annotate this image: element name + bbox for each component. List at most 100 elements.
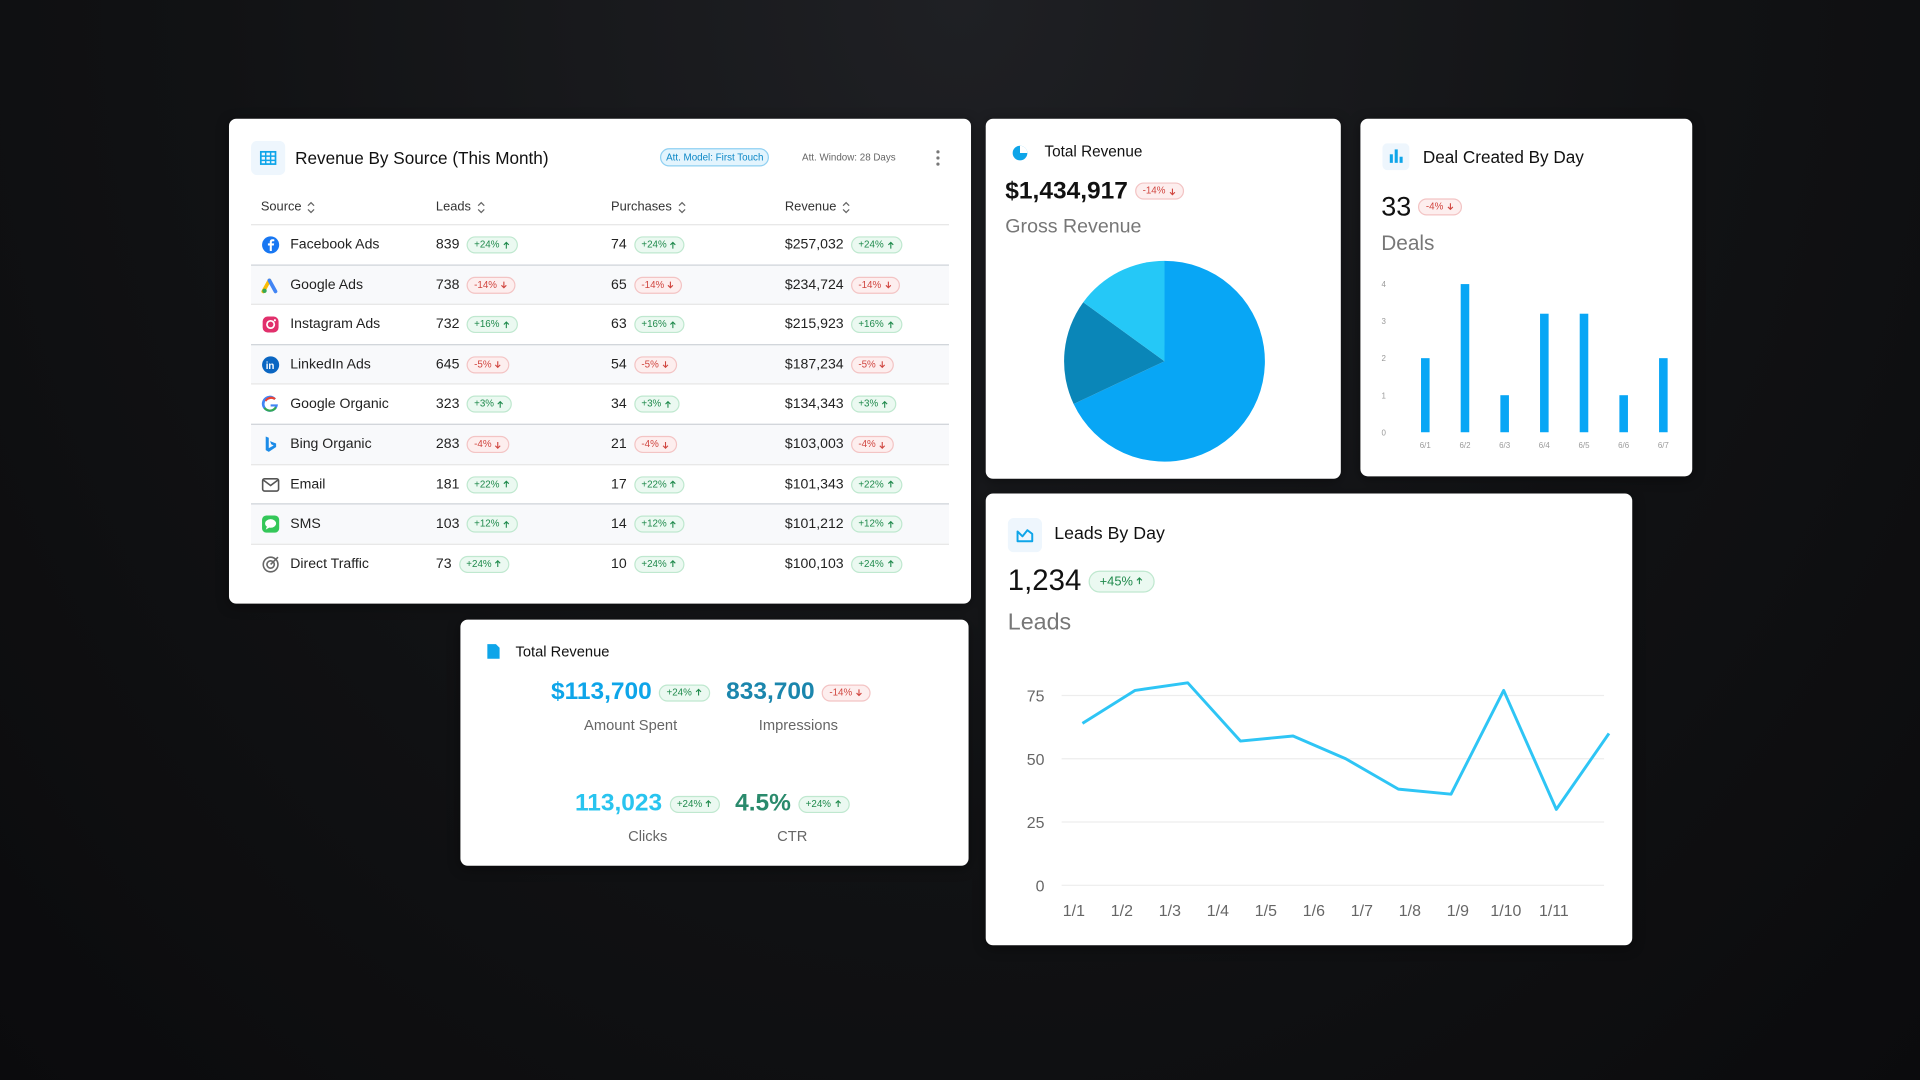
source-icon [261,477,280,492]
card-title: Total Revenue [1044,143,1143,161]
pie-slice [1073,260,1265,462]
metric-cell: $215,923 +16% [784,305,903,344]
trend-arrow [706,800,712,807]
more-menu[interactable] [933,148,943,168]
trend-arrow [668,281,674,289]
column-header: Leads [436,190,486,224]
table-title: Revenue By Source (This Month) [295,148,549,168]
metric-cell: 17 +22% [611,465,686,504]
metric-cell: 21 -4% [611,425,678,464]
change-badge: -5% [466,356,510,374]
bar [1659,358,1668,433]
metric-value: 21 [611,437,627,452]
x-tick-label: 1/11 [1539,903,1569,920]
trend-arrow [497,400,504,408]
metric-value: 63 [611,317,627,333]
y-tick-label: 3 [1381,317,1386,326]
kpi-subtitle: Gross Revenue [1005,216,1142,238]
kpi-line: 833,700 -14% [676,678,921,706]
x-tick-label: 6/1 [1420,441,1432,450]
sort-icon[interactable] [677,200,687,213]
change-badge: +24% [850,236,903,254]
kpi-value: 113,023 [574,789,663,817]
source-cell: Facebook Ads [261,225,379,264]
trend-arrow [695,688,702,696]
revenue-table-card: Revenue By Source (This Month) Att. Mode… [228,118,972,604]
metric-value: 73 [435,556,452,572]
metric-value: 181 [435,477,460,492]
change-text: -14% [1142,185,1166,197]
metric-value: $215,923 [784,317,844,333]
change-badge: -14% [850,276,900,294]
metric-value: 732 [435,317,460,333]
trend-arrow [670,560,677,568]
change-text: +12% [858,518,884,530]
change-badge: +12% [634,515,686,533]
x-tick-label: 1/9 [1447,903,1469,920]
change-text: -14% [858,278,882,290]
change-text: +24% [641,238,667,250]
metric-cell: 73 +24% [436,545,510,584]
trend-arrow [670,241,677,248]
trend-arrow [882,400,888,408]
sort-icon[interactable] [476,200,486,213]
card-title: Leads By Day [1054,524,1165,544]
kpi-value: $113,700 [551,678,652,706]
trend-arrow [879,441,886,449]
y-tick-label: 0 [1381,428,1386,437]
trend-arrow [1169,188,1176,196]
source-name: Email [290,477,326,492]
change-badge: +16% [850,316,903,334]
bar [1579,313,1589,433]
change-badge: -14% [466,276,516,294]
source-icon [265,436,277,452]
bar [1460,284,1470,433]
trend-arrow [503,241,510,248]
change-badge: +24% [634,555,686,573]
change-badge: +24% [669,795,721,813]
metric-cell: 54 -5% [611,345,678,384]
change-text: +45% [1099,574,1133,589]
change-text: -4% [1425,200,1444,212]
trend-arrow [495,441,502,449]
metric-cell: 732 +16% [436,305,518,344]
x-tick-label: 6/3 [1499,441,1511,450]
change-text: +16% [641,318,667,330]
change-badge: +24% [466,236,518,254]
sort-icon[interactable] [306,200,316,213]
bar [1619,395,1628,433]
source-cell: in LinkedIn Ads [261,345,371,384]
change-badge: -5% [634,356,678,374]
change-text: +12% [641,518,667,530]
trend-arrow [503,520,510,528]
metric-value: $101,343 [784,477,844,492]
attribution-model-tag[interactable]: Att. Model: First Touch [660,148,770,167]
change-badge: +22% [850,475,903,493]
change-text: +24% [858,558,884,570]
table-icon [251,140,286,176]
column-title: Source [260,199,302,215]
change-badge: +16% [634,316,686,334]
kpi-line: 113,023 +24% [525,790,770,818]
change-text: -5% [858,358,876,370]
total-revenue-kpi-card: Total Revenue $113,700 +24% Amount Spent 83… [460,619,969,866]
kpi-group: 4.5% +24% CTR [670,790,915,845]
source-cell: Direct Traffic [261,545,369,584]
table: Source Leads Purchases Revenue Facebook Ads 8… [251,190,949,584]
change-badge: +24% [850,555,903,573]
attribution-window-tag[interactable]: Att. Window: 28 Days [802,151,896,163]
card-title: Deal Created By Day [1422,146,1584,167]
kpi-group: 833,700 -14% Impressions [676,678,921,733]
sort-icon[interactable] [841,200,851,213]
change-badge: +24% [634,236,686,254]
kpi-value: 4.5% [735,789,791,817]
source-name: SMS [290,516,321,532]
bar [1500,395,1509,433]
column-title: Leads [435,199,471,215]
x-tick-label: 1/7 [1351,903,1373,920]
metric-value: 10 [611,556,627,572]
metric-value: 645 [435,357,460,372]
change-text: +3% [474,398,494,410]
source-cell: Google Organic [261,385,389,424]
